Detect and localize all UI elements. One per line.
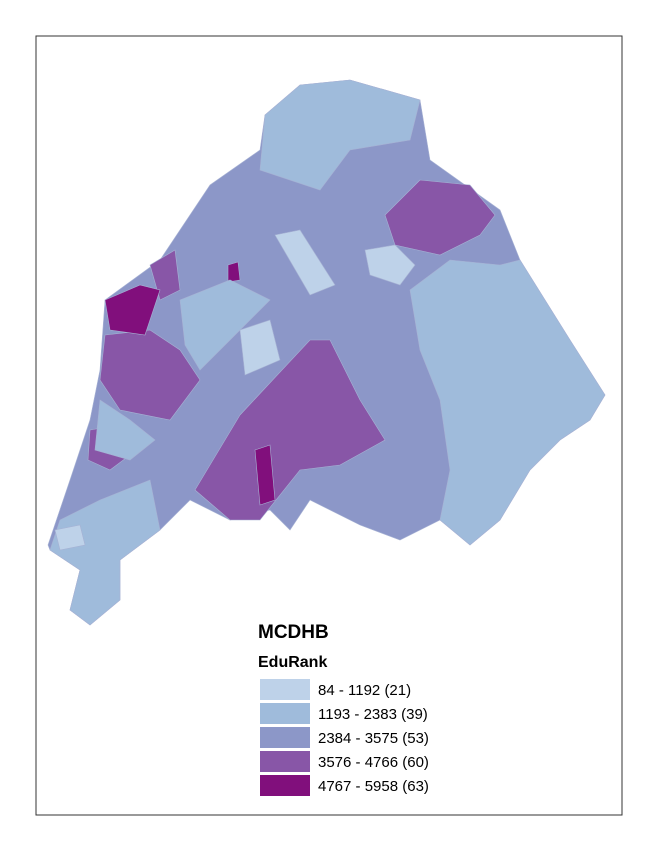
region — [239, 319, 281, 376]
legend-swatch — [260, 679, 310, 700]
region — [254, 444, 276, 506]
region — [179, 279, 271, 371]
region — [364, 244, 416, 286]
region — [384, 179, 496, 256]
region — [409, 259, 606, 546]
region — [227, 261, 241, 283]
region — [274, 229, 336, 296]
legend-swatch — [260, 775, 310, 796]
region — [104, 284, 161, 336]
region — [149, 249, 181, 301]
legend-label: 2384 - 3575 (53) — [318, 730, 429, 747]
map — [47, 79, 606, 626]
legend: MCDHB EduRank 84 - 1192 (21) 1193 - 2383 … — [258, 622, 429, 796]
region — [99, 329, 201, 421]
legend-items: 84 - 1192 (21) 1193 - 2383 (39) 2384 - 357… — [260, 679, 429, 796]
region — [54, 524, 86, 551]
legend-title: MCDHB — [258, 622, 329, 643]
legend-label: 4767 - 5958 (63) — [318, 778, 429, 795]
region — [94, 399, 156, 461]
legend-label: 84 - 1192 (21) — [318, 682, 411, 699]
legend-swatch — [260, 727, 310, 748]
legend-label: 3576 - 4766 (60) — [318, 754, 429, 771]
legend-swatch — [260, 751, 310, 772]
region — [259, 79, 421, 191]
legend-swatch — [260, 703, 310, 724]
legend-label: 1193 - 2383 (39) — [318, 706, 428, 723]
legend-field: EduRank — [258, 654, 327, 671]
region — [49, 479, 161, 626]
region — [194, 339, 386, 521]
